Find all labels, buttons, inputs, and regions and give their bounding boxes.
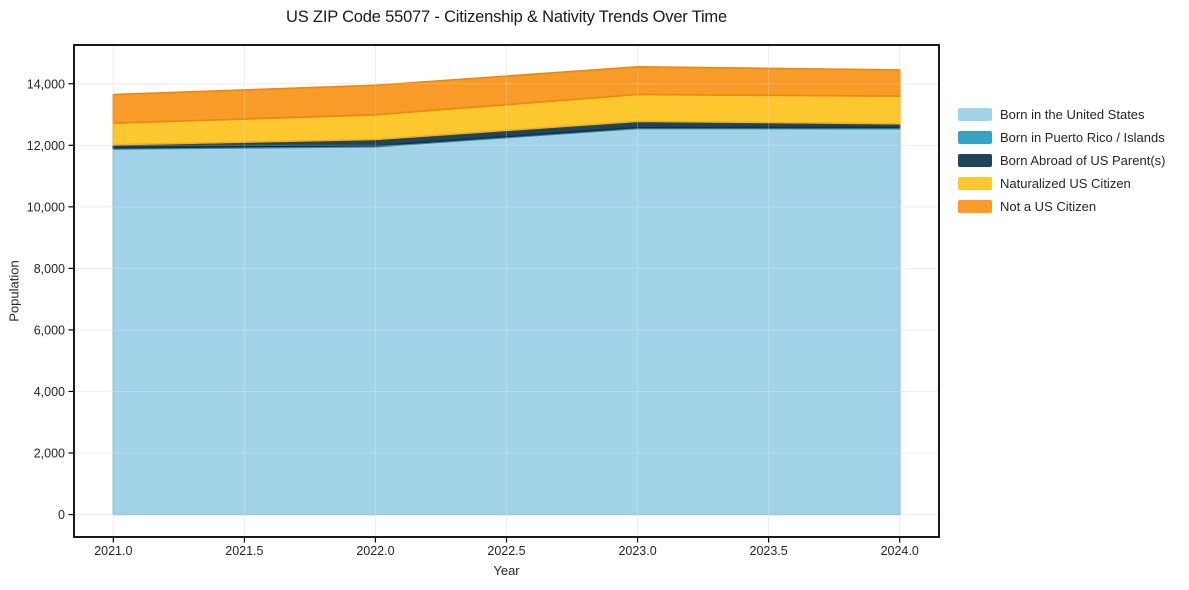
svg-text:4,000: 4,000 <box>34 385 65 399</box>
svg-text:6,000: 6,000 <box>34 323 65 337</box>
svg-text:8,000: 8,000 <box>34 262 65 276</box>
svg-text:2022.5: 2022.5 <box>487 544 525 558</box>
legend-swatch <box>958 131 992 144</box>
x-axis-label: Year <box>493 563 520 578</box>
legend-label: Born in Puerto Rico / Islands <box>1000 130 1165 145</box>
legend-swatch <box>958 177 992 190</box>
svg-text:14,000: 14,000 <box>27 77 65 91</box>
svg-text:0: 0 <box>58 508 65 522</box>
svg-text:12,000: 12,000 <box>27 139 65 153</box>
legend-item: Born in the United States <box>958 103 1165 126</box>
svg-text:2021.5: 2021.5 <box>225 544 263 558</box>
y-axis-label: Population <box>6 260 22 322</box>
legend-item: Born in Puerto Rico / Islands <box>958 126 1165 149</box>
legend-swatch <box>958 108 992 121</box>
legend-label: Not a US Citizen <box>1000 199 1097 214</box>
legend-item: Born Abroad of US Parent(s) <box>958 149 1165 172</box>
svg-text:2023.0: 2023.0 <box>618 544 656 558</box>
svg-text:2021.0: 2021.0 <box>94 544 132 558</box>
legend-item: Not a US Citizen <box>958 195 1165 218</box>
svg-text:2024.0: 2024.0 <box>881 544 919 558</box>
legend-swatch <box>958 154 992 167</box>
svg-text:2023.5: 2023.5 <box>750 544 788 558</box>
legend-label: Naturalized US Citizen <box>1000 176 1131 191</box>
svg-text:2,000: 2,000 <box>34 447 65 461</box>
chart-title: US ZIP Code 55077 - Citizenship & Nativi… <box>286 8 727 26</box>
legend-label: Born Abroad of US Parent(s) <box>1000 153 1166 168</box>
svg-text:10,000: 10,000 <box>27 200 65 214</box>
svg-text:2022.0: 2022.0 <box>356 544 394 558</box>
legend-item: Naturalized US Citizen <box>958 172 1165 195</box>
legend-label: Born in the United States <box>1000 107 1145 122</box>
legend: Born in the United States Born in Puerto… <box>958 103 1165 218</box>
legend-swatch <box>958 200 992 213</box>
